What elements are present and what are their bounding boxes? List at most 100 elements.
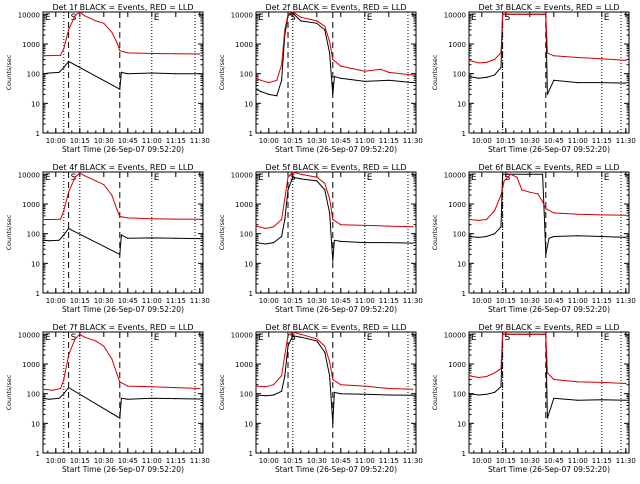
data-point-lld — [255, 385, 257, 387]
plot-frame — [255, 331, 417, 454]
data-point-events — [292, 335, 294, 337]
marker-letter-E: E — [604, 173, 610, 183]
data-point-events — [281, 79, 283, 81]
plot-frame — [42, 171, 204, 294]
data-point-events — [546, 93, 549, 95]
x-tick-label: 10:30 — [307, 297, 327, 305]
data-point-lld — [388, 225, 390, 227]
data-point-events — [284, 375, 286, 377]
data-point-events — [625, 399, 627, 401]
data-point-lld — [63, 378, 65, 381]
data-point-events — [625, 236, 627, 238]
data-point-lld — [63, 210, 65, 212]
detector-panel-9: Det 9f BLACK = Events, RED = LLD 1 10 100 10… — [431, 323, 636, 474]
y-tick-label: 1 — [462, 130, 466, 138]
x-tick-label: 11:30 — [403, 297, 423, 305]
data-point-lld — [42, 55, 44, 57]
data-point-lld — [412, 74, 414, 76]
x-tick-label: 11:00 — [142, 137, 162, 145]
data-point-lld — [340, 224, 342, 226]
data-point-events — [542, 173, 544, 175]
series-line-lld — [468, 333, 626, 384]
data-point-events — [175, 398, 177, 400]
y-tick-label: 10 — [244, 100, 253, 108]
y-tick-label: 100 — [453, 391, 466, 399]
x-tick-label: 10:00 — [46, 137, 66, 145]
data-point-events — [316, 22, 318, 24]
data-point-lld — [79, 172, 81, 174]
data-point-events — [340, 77, 342, 79]
data-point-events — [281, 390, 283, 392]
data-point-lld — [255, 225, 257, 227]
y-tick-label: 1 — [249, 130, 253, 138]
plot-frame — [255, 171, 417, 294]
series-line-events — [42, 60, 200, 91]
data-point-lld — [255, 77, 257, 79]
detector-panel-1: Det 1f BLACK = Events, RED = LLD 1 10 100 10… — [5, 3, 210, 154]
data-point-events — [255, 394, 257, 396]
plot-frame — [42, 11, 204, 134]
data-point-lld — [329, 198, 331, 200]
data-point-lld — [500, 194, 502, 196]
y-tick-label: 1 — [36, 130, 40, 138]
data-point-events — [329, 52, 331, 54]
data-point-events — [127, 73, 129, 75]
marker-letter-E: E — [154, 173, 160, 183]
x-tick-label: 10:15 — [496, 457, 516, 465]
x-axis-label: Start Time (26-Sep-07 09:52:20) — [275, 145, 397, 154]
detector-panel-2: Det 2f BLACK = Events, RED = LLD 1 10 100 10… — [218, 3, 423, 154]
data-point-events — [388, 394, 390, 396]
detector-panel-4: Det 4f BLACK = Events, RED = LLD 1 10 100 10… — [5, 163, 210, 314]
x-tick-label: 11:00 — [355, 137, 375, 145]
data-point-events — [333, 391, 335, 393]
data-point-lld — [340, 384, 342, 386]
x-tick-label: 10:30 — [520, 137, 540, 145]
data-point-lld — [127, 385, 129, 387]
y-tick-label: 1000 — [22, 361, 40, 369]
marker-letter-E: E — [367, 13, 373, 23]
data-point-events — [58, 397, 60, 399]
x-tick-label: 11:00 — [142, 457, 162, 465]
data-point-events — [268, 93, 270, 95]
panel-title: Det 8f BLACK = Events, RED = LLD — [265, 323, 406, 332]
y-tick-label: 1 — [36, 450, 40, 458]
y-tick-label: 10 — [457, 260, 466, 268]
data-point-lld — [503, 180, 505, 182]
data-point-lld — [537, 193, 539, 195]
data-point-events — [151, 72, 153, 74]
series-line-events — [255, 335, 413, 424]
data-point-events — [63, 67, 65, 69]
y-tick-label: 10000 — [18, 11, 40, 19]
x-tick-label: 10:00 — [46, 457, 66, 465]
data-point-events — [543, 212, 545, 214]
x-axis-label: Start Time (26-Sep-07 09:52:20) — [62, 465, 184, 474]
data-point-events — [500, 226, 502, 228]
data-point-events — [364, 80, 366, 82]
data-point-lld — [494, 210, 496, 212]
data-point-events — [324, 351, 326, 353]
data-point-lld — [111, 194, 113, 196]
x-tick-label: 10:30 — [520, 297, 540, 305]
data-point-events — [486, 235, 488, 238]
x-tick-label: 10:00 — [472, 137, 492, 145]
x-tick-label: 11:30 — [616, 137, 636, 145]
data-point-lld — [95, 340, 97, 342]
marker-letter-E: E — [367, 173, 373, 183]
data-point-lld — [260, 79, 262, 81]
x-tick-label: 10:45 — [544, 297, 564, 305]
data-point-events — [260, 90, 262, 93]
data-point-events — [548, 237, 550, 239]
data-point-events — [468, 393, 470, 395]
marker-letter-E: E — [604, 333, 610, 343]
series-line-lld — [255, 331, 413, 390]
marker-letter-E: E — [471, 333, 477, 343]
data-point-lld — [52, 54, 54, 57]
x-tick-label: 10:30 — [520, 457, 540, 465]
data-point-events — [151, 237, 153, 239]
data-point-events — [486, 76, 488, 78]
x-tick-label: 10:15 — [283, 457, 303, 465]
data-point-lld — [287, 176, 289, 178]
x-axis-label: Start Time (26-Sep-07 09:52:20) — [488, 145, 610, 154]
data-point-lld — [324, 345, 326, 347]
data-point-lld — [546, 372, 549, 374]
